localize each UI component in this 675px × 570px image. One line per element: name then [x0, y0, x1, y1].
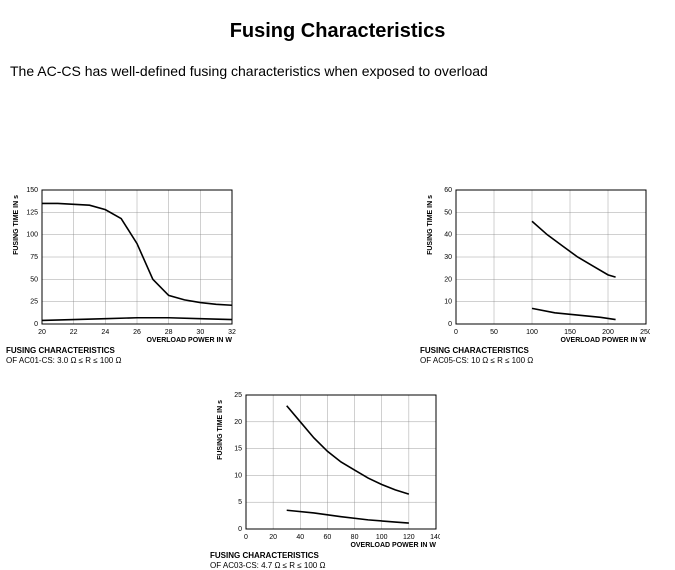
svg-text:60: 60: [324, 534, 332, 541]
svg-text:80: 80: [351, 534, 359, 541]
svg-text:25: 25: [234, 392, 242, 399]
caption-main: FUSING CHARACTERISTICS: [6, 346, 115, 355]
svg-text:120: 120: [403, 534, 415, 541]
svg-text:28: 28: [165, 329, 173, 336]
caption-sub: OF AC01-CS: 3.0 Ω ≤ R ≤ 100 Ω: [6, 356, 121, 365]
svg-text:100: 100: [26, 232, 38, 239]
svg-text:20: 20: [269, 534, 277, 541]
svg-text:26: 26: [133, 329, 141, 336]
caption-sub: OF AC05-CS: 10 Ω ≤ R ≤ 100 Ω: [420, 356, 533, 365]
svg-text:5: 5: [238, 499, 242, 506]
svg-text:50: 50: [30, 276, 38, 283]
svg-text:FUSING TIME IN s: FUSING TIME IN s: [427, 195, 434, 255]
svg-text:24: 24: [101, 329, 109, 336]
svg-text:0: 0: [454, 329, 458, 336]
svg-text:10: 10: [234, 472, 242, 479]
svg-text:100: 100: [526, 329, 538, 336]
svg-text:250: 250: [640, 329, 650, 336]
svg-text:30: 30: [196, 329, 204, 336]
svg-text:0: 0: [34, 321, 38, 328]
svg-text:60: 60: [444, 187, 452, 194]
svg-text:0: 0: [448, 321, 452, 328]
chart-ac03-caption: FUSING CHARACTERISTICS OF AC03-CS: 4.7 Ω…: [210, 551, 440, 570]
svg-text:20: 20: [234, 419, 242, 426]
svg-text:100: 100: [376, 534, 388, 541]
svg-text:OVERLOAD POWER IN W: OVERLOAD POWER IN W: [146, 337, 232, 344]
intro-text: The AC-CS has well-defined fusing charac…: [10, 63, 665, 79]
chart-ac03-svg: 0 20 40 60 80 100 120 140 0 5 10 15 20 25 OVERLOAD POW…: [210, 389, 440, 549]
chart-ac03: 0 20 40 60 80 100 120 140 0 5 10 15 20 25 OVERLOAD POW…: [210, 389, 440, 570]
chart-ac01-caption: FUSING CHARACTERISTICS OF AC01-CS: 3.0 Ω…: [6, 346, 236, 365]
svg-text:OVERLOAD POWER IN W: OVERLOAD POWER IN W: [350, 542, 436, 549]
svg-text:10: 10: [444, 299, 452, 306]
svg-text:40: 40: [444, 232, 452, 239]
svg-text:50: 50: [444, 209, 452, 216]
svg-text:FUSING TIME IN s: FUSING TIME IN s: [217, 400, 224, 460]
svg-text:0: 0: [238, 526, 242, 533]
svg-text:0: 0: [244, 534, 248, 541]
caption-main: FUSING CHARACTERISTICS: [420, 346, 529, 355]
caption-sub: OF AC03-CS: 4.7 Ω ≤ R ≤ 100 Ω: [210, 561, 325, 570]
page-title: Fusing Characteristics: [0, 20, 675, 43]
svg-text:150: 150: [26, 187, 38, 194]
svg-text:25: 25: [30, 299, 38, 306]
svg-text:75: 75: [30, 254, 38, 261]
chart-ac01: 20 22 24 26 28 30 32 0 25 50 75 100 125 150 OVERLOAD P…: [6, 184, 236, 365]
svg-text:OVERLOAD POWER IN W: OVERLOAD POWER IN W: [560, 337, 646, 344]
chart-ac05-caption: FUSING CHARACTERISTICS OF AC05-CS: 10 Ω …: [420, 346, 650, 365]
svg-text:20: 20: [38, 329, 46, 336]
caption-main: FUSING CHARACTERISTICS: [210, 551, 319, 560]
svg-text:50: 50: [490, 329, 498, 336]
svg-text:22: 22: [70, 329, 78, 336]
svg-text:32: 32: [228, 329, 236, 336]
chart-ac05-svg: 0 50 100 150 200 250 0 10 20 30 40 50 60 OVERLOAD POW…: [420, 184, 650, 344]
chart-ac05: 0 50 100 150 200 250 0 10 20 30 40 50 60 OVERLOAD POW…: [420, 184, 650, 365]
svg-text:15: 15: [234, 446, 242, 453]
svg-text:140: 140: [430, 534, 440, 541]
svg-text:FUSING TIME IN s: FUSING TIME IN s: [13, 195, 20, 255]
svg-text:200: 200: [602, 329, 614, 336]
svg-text:20: 20: [444, 276, 452, 283]
svg-text:40: 40: [296, 534, 304, 541]
svg-text:30: 30: [444, 254, 452, 261]
svg-text:125: 125: [26, 209, 38, 216]
svg-text:150: 150: [564, 329, 576, 336]
chart-ac01-svg: 20 22 24 26 28 30 32 0 25 50 75 100 125 150 OVERLOAD P…: [6, 184, 236, 344]
